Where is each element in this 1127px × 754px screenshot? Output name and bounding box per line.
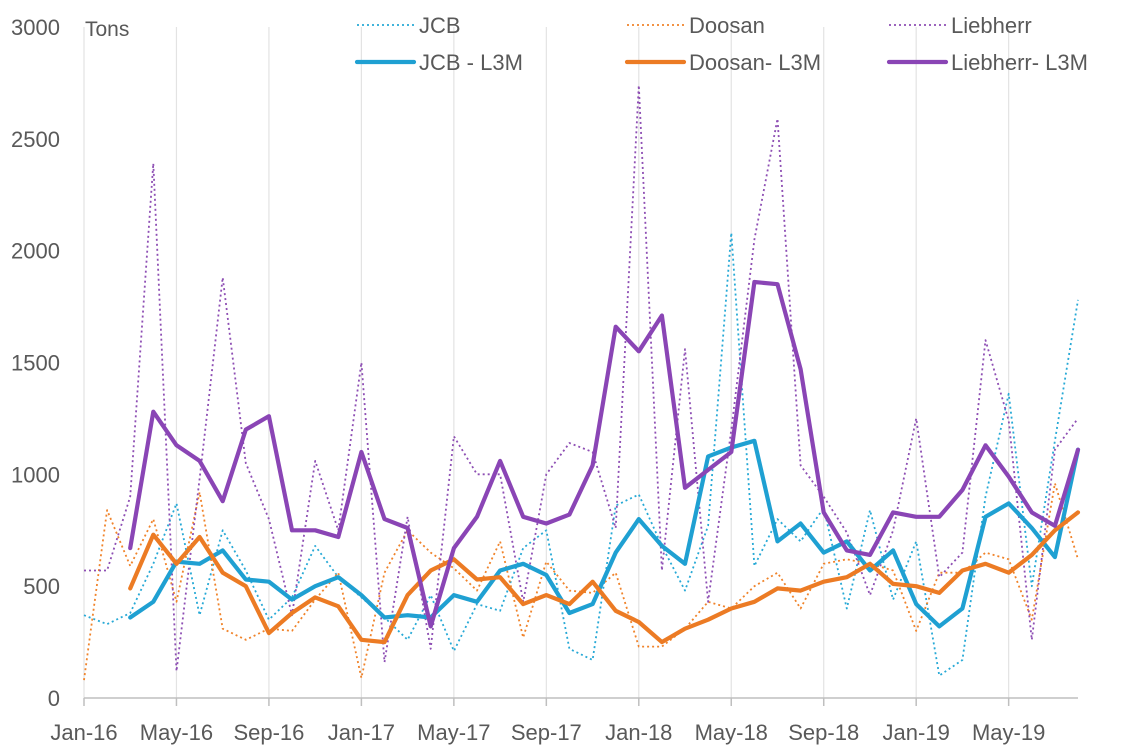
legend-label-liebherr-l3m: Liebherr- L3M — [951, 50, 1088, 75]
x-tick-label: May-16 — [140, 720, 213, 745]
x-tick-label: May-18 — [695, 720, 768, 745]
legend-label-jcb: JCB — [419, 13, 461, 38]
x-tick-label: Jan-18 — [605, 720, 672, 745]
y-tick-label: 3000 — [11, 15, 60, 40]
x-tick-label: Sep-17 — [511, 720, 582, 745]
x-axis-ticks: Jan-16 May-16 Sep-16 Jan-17 May-17 Sep-17 Jan-… — [50, 698, 1045, 745]
legend-label-jcb-l3m: JCB - L3M — [419, 50, 523, 75]
series-line-jcb — [83, 231, 1079, 677]
y-tick-label: 500 — [23, 574, 60, 599]
x-tick-label: Sep-16 — [233, 720, 304, 745]
unit-label: Tons — [85, 18, 129, 41]
legend-label-doosan-l3m: Doosan- L3M — [689, 50, 821, 75]
legend-label-doosan: Doosan — [689, 13, 765, 38]
legend-label-liebherr: Liebherr — [951, 13, 1032, 38]
series-line-liebherr — [84, 84, 1079, 673]
y-tick-label: 2500 — [11, 127, 60, 152]
series-line-jcb-l3m — [128, 438, 1081, 629]
x-tick-label: Sep-18 — [788, 720, 859, 745]
legend: JCB Doosan Liebherr JCB - L3M Doosan- L3M Lie… — [354, 13, 1088, 75]
x-tick-label: Jan-19 — [883, 720, 950, 745]
y-tick-label: 1000 — [11, 462, 60, 487]
series-line-doosan-l3m — [128, 510, 1081, 645]
series-line-doosan — [83, 482, 1079, 681]
y-tick-label: 1500 — [11, 351, 60, 376]
series-line-liebherr-l3m — [128, 279, 1081, 629]
x-tick-label: Jan-17 — [328, 720, 395, 745]
series-lines — [83, 84, 1081, 681]
y-tick-label: 2000 — [11, 239, 60, 264]
x-tick-label: May-19 — [972, 720, 1045, 745]
x-tick-label: Jan-16 — [50, 720, 117, 745]
x-tick-label: May-17 — [417, 720, 490, 745]
y-tick-label: 0 — [48, 686, 60, 711]
y-axis-ticks: 0 500 1000 1500 2000 2500 3000 — [11, 15, 60, 711]
